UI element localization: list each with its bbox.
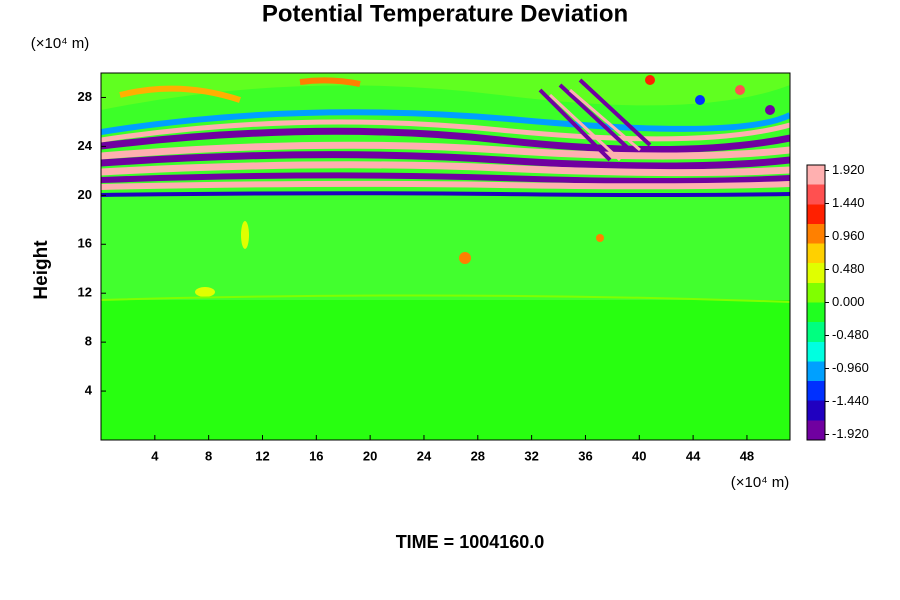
x-tick-label: 48 (740, 448, 754, 463)
y-tick-label: 28 (78, 89, 92, 104)
x-tick-label: 40 (632, 448, 646, 463)
time-label: TIME = 1004160.0 (396, 532, 545, 552)
colorbar-tick-label: -0.480 (832, 327, 869, 342)
y-tick-label: 20 (78, 187, 92, 202)
x-tick-label: 32 (524, 448, 538, 463)
colorbar (806, 164, 826, 441)
colorbar-tick-label: -1.920 (832, 426, 869, 441)
x-tick-label: 36 (578, 448, 592, 463)
y-tick-label: 16 (78, 236, 92, 251)
x-tick-label: 24 (417, 448, 432, 463)
x-unit: (×10⁴ m) (731, 474, 790, 491)
y-unit: (×10⁴ m) (31, 35, 90, 52)
plot-frame (100, 72, 791, 441)
x-tick-label: 16 (309, 448, 323, 463)
y-tick-label: 4 (85, 383, 93, 398)
x-tick-label: 44 (686, 448, 701, 463)
chart-title: Potential Temperature Deviation (262, 0, 628, 27)
x-tick-label: 28 (471, 448, 485, 463)
field (101, 73, 790, 440)
x-tick-label: 8 (205, 448, 212, 463)
colorbar-tick-label: -1.440 (832, 393, 869, 408)
y-tick-label: 8 (85, 334, 92, 349)
y-tick-label: 24 (78, 138, 93, 153)
colorbar-tick-label: 1.440 (832, 195, 865, 210)
x-tick-label: 4 (151, 448, 159, 463)
colorbar-tick-label: -0.960 (832, 360, 869, 375)
x-tick-label: 12 (255, 448, 269, 463)
x-tick-label: 20 (363, 448, 377, 463)
colorbar-tick-label: 0.000 (832, 294, 865, 309)
colorbar-tick-label: 0.960 (832, 228, 865, 243)
colorbar-tick-label: 1.920 (832, 162, 865, 177)
y-tick-label: 12 (78, 285, 92, 300)
y-axis-label: Height (31, 240, 52, 300)
colorbar-tick-label: 0.480 (832, 261, 865, 276)
